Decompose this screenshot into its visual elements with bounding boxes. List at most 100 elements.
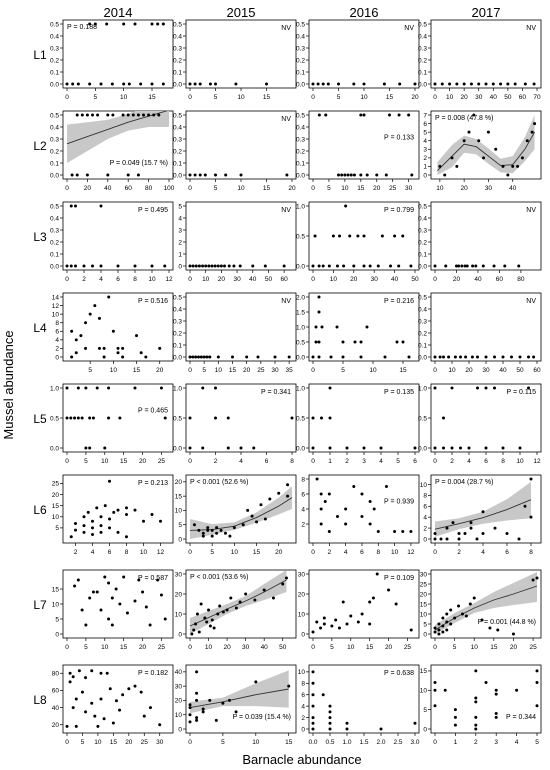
data-point bbox=[125, 535, 128, 539]
panel-l6-2014-frame bbox=[62, 474, 174, 544]
data-point bbox=[445, 628, 449, 632]
data-point bbox=[135, 334, 139, 338]
panel-l2-2016: 0 5 10 15 20 25 30 0.0 0.1 0.2 0.3 0.4 0.5 P = 0.133 bbox=[296, 110, 420, 192]
data-point bbox=[156, 22, 160, 26]
x-tick-label: 20 bbox=[350, 276, 358, 283]
p-value-annotation: P = 0.008 (47.8 %) bbox=[435, 115, 493, 122]
data-point bbox=[413, 82, 417, 86]
panel-l4-2015-frame bbox=[185, 292, 297, 362]
x-tick-label: 6 bbox=[360, 549, 364, 556]
data-point bbox=[273, 355, 277, 359]
data-point bbox=[255, 520, 259, 524]
x-tick-label: 5 bbox=[341, 367, 345, 374]
data-point bbox=[234, 82, 238, 86]
x-tick-label: 15 bbox=[120, 644, 128, 651]
x-tick-label: 20 bbox=[275, 549, 283, 556]
data-point bbox=[239, 446, 243, 450]
panel-l1-2017: 0 10 20 30 40 50 60 70 0.0 0.1 0.2 0.3 0.4 0.5 NV bbox=[418, 19, 542, 101]
x-tick-label: 20 bbox=[84, 185, 92, 192]
data-point bbox=[320, 416, 323, 420]
p-value-annotation: P = 0.039 (15.4 %) bbox=[233, 714, 291, 721]
data-point bbox=[371, 596, 375, 600]
x-tick-label: 5 bbox=[210, 549, 214, 556]
row-label-l5: L5 bbox=[33, 412, 47, 426]
x-tick-label: 10 bbox=[369, 367, 377, 374]
y-tick-label: 30 bbox=[298, 571, 306, 578]
y-tick-label: 0.5 bbox=[296, 21, 305, 28]
data-point bbox=[410, 173, 414, 177]
data-point bbox=[470, 355, 474, 359]
data-point bbox=[341, 340, 345, 344]
data-point bbox=[99, 697, 103, 701]
y-tick-label: 30 bbox=[175, 683, 183, 690]
p-value-annotation: P = 0.587 bbox=[138, 575, 168, 582]
y-tick-label: 0.0 bbox=[173, 445, 182, 452]
data-point bbox=[201, 446, 205, 450]
x-tick-label: 6 bbox=[265, 458, 269, 465]
data-point bbox=[116, 508, 120, 512]
data-point bbox=[451, 521, 455, 525]
x-tick-label: 4 bbox=[379, 458, 383, 465]
y-tick-label: 40 bbox=[52, 705, 60, 712]
data-point bbox=[359, 340, 363, 344]
data-point bbox=[96, 113, 100, 117]
data-point bbox=[335, 264, 339, 268]
data-point bbox=[401, 530, 405, 533]
data-point bbox=[197, 630, 201, 634]
data-point bbox=[97, 346, 101, 350]
data-point bbox=[188, 416, 192, 420]
data-point bbox=[503, 264, 507, 268]
y-tick-label: 5 bbox=[423, 129, 427, 136]
y-tick-label: 2 bbox=[301, 521, 305, 528]
data-point bbox=[262, 588, 266, 592]
y-tick-label: 0.5 bbox=[50, 112, 59, 119]
y-tick-label: 0.2 bbox=[173, 57, 182, 64]
site-row-labels: L1 L2 L3 L4 L5 L6 L7 L8 bbox=[33, 48, 47, 707]
data-point bbox=[535, 669, 539, 673]
data-point bbox=[204, 264, 208, 268]
x-tick-label: 10 bbox=[101, 458, 109, 465]
data-point bbox=[535, 704, 539, 708]
data-point bbox=[368, 264, 372, 268]
data-point bbox=[409, 628, 413, 632]
data-point bbox=[85, 113, 89, 117]
data-point bbox=[133, 508, 137, 512]
data-point bbox=[533, 122, 537, 126]
data-point bbox=[477, 139, 481, 143]
confidence-band bbox=[435, 481, 531, 537]
y-tick-label: 0 bbox=[178, 263, 182, 270]
data-point bbox=[68, 680, 72, 684]
data-point bbox=[527, 386, 530, 390]
panel-l4-2014-frame bbox=[62, 292, 174, 362]
x-tick-label: 5 bbox=[453, 644, 457, 651]
data-point bbox=[463, 532, 467, 536]
data-point bbox=[116, 351, 120, 355]
confidence-band bbox=[190, 486, 292, 539]
data-point bbox=[311, 446, 315, 450]
data-point bbox=[75, 113, 79, 117]
data-point bbox=[127, 687, 131, 691]
data-point bbox=[352, 173, 356, 177]
y-tick-label: 5 bbox=[55, 616, 59, 623]
data-point bbox=[499, 82, 503, 86]
panel-l3-2017-frame bbox=[430, 201, 542, 271]
data-point bbox=[384, 173, 388, 177]
y-tick-label: 20 bbox=[52, 722, 60, 729]
y-tick-label: 0.0 bbox=[418, 81, 427, 88]
data-point bbox=[450, 446, 454, 450]
data-point bbox=[199, 602, 203, 606]
data-point bbox=[116, 346, 120, 350]
x-tick-label: 50 bbox=[516, 367, 524, 374]
y-tick-label: 7 bbox=[423, 112, 427, 119]
data-point bbox=[102, 717, 106, 721]
y-tick-label: 0.4 bbox=[50, 33, 59, 40]
data-point bbox=[188, 355, 192, 359]
data-point bbox=[131, 113, 135, 117]
data-point bbox=[463, 264, 467, 268]
x-tick-label: 0 bbox=[433, 367, 437, 374]
data-point bbox=[82, 524, 86, 528]
data-point bbox=[148, 706, 152, 710]
data-point bbox=[362, 264, 366, 268]
y-tick-label: 0.5 bbox=[296, 112, 305, 119]
y-tick-label: 0.5 bbox=[296, 233, 305, 240]
